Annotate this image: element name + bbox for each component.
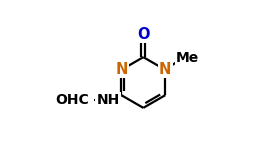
Text: N: N	[159, 62, 171, 77]
Text: OHC: OHC	[55, 93, 89, 107]
Text: NH: NH	[96, 93, 120, 107]
Text: Me: Me	[176, 51, 199, 65]
Text: N: N	[115, 62, 128, 77]
Text: O: O	[137, 27, 150, 42]
